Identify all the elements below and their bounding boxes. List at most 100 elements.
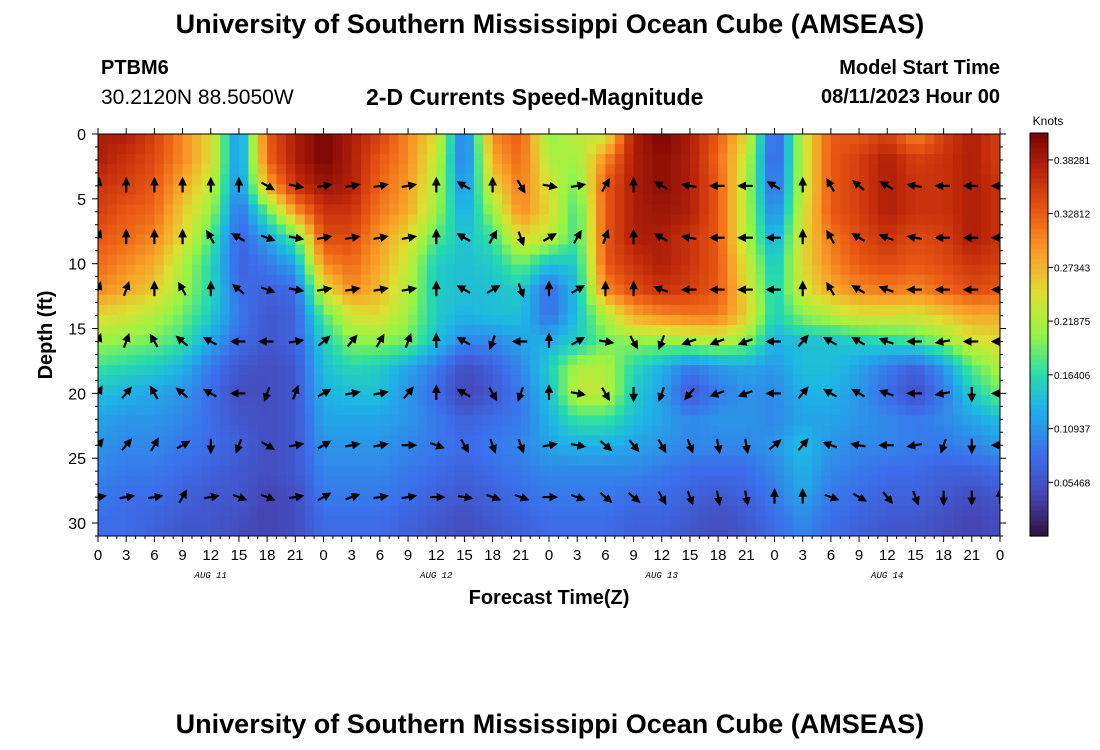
- heatmap-cell: [671, 495, 682, 507]
- heatmap-cell: [492, 224, 503, 236]
- heatmap-cell: [971, 164, 982, 175]
- heatmap-cell: [990, 134, 1000, 145]
- heatmap-cell: [642, 254, 653, 266]
- heatmap-cell: [144, 445, 155, 457]
- heatmap-cell: [267, 475, 278, 487]
- heatmap-cell: [276, 324, 287, 336]
- heatmap-cell: [389, 274, 400, 286]
- heatmap-cell: [821, 525, 832, 536]
- heatmap-cell: [426, 385, 437, 396]
- heatmap-cell: [492, 164, 503, 175]
- heatmap-cell: [98, 314, 108, 326]
- heatmap-cell: [859, 355, 870, 366]
- heatmap-cell: [680, 385, 691, 396]
- heatmap-cell: [689, 445, 700, 457]
- heatmap-cell: [943, 134, 954, 145]
- heatmap-cell: [821, 264, 832, 276]
- heatmap-cell: [473, 264, 484, 276]
- colorbar-tick-label: 0.16406: [1054, 371, 1091, 382]
- heatmap-cell: [577, 395, 588, 406]
- heatmap-cell: [859, 204, 870, 215]
- heatmap-cell: [906, 475, 917, 487]
- heatmap-cell: [135, 455, 146, 467]
- heatmap-cell: [746, 425, 757, 437]
- heatmap-cell: [633, 435, 644, 447]
- heatmap-cell: [549, 435, 559, 447]
- heatmap-cell: [943, 174, 954, 185]
- heatmap-cell: [107, 515, 118, 527]
- heatmap-cell: [285, 465, 296, 477]
- heatmap-cell: [492, 294, 503, 306]
- heatmap-cell: [417, 284, 428, 296]
- heatmap-cell: [755, 485, 766, 497]
- heatmap-cell: [436, 284, 447, 296]
- heatmap-cell: [802, 395, 813, 406]
- heatmap-cell: [126, 254, 137, 266]
- heatmap-cell: [830, 335, 841, 346]
- heatmap-cell: [276, 515, 287, 527]
- heatmap-cell: [173, 214, 184, 226]
- heatmap-cell: [332, 154, 343, 165]
- heatmap-cell: [595, 284, 606, 296]
- heatmap-cell: [332, 294, 343, 306]
- heatmap-cell: [802, 345, 813, 356]
- x-tick-label: 12: [428, 547, 445, 564]
- heatmap-cell: [473, 274, 484, 286]
- heatmap-cell: [436, 174, 447, 185]
- heatmap-cell: [943, 224, 954, 236]
- heatmap-cell: [633, 174, 644, 185]
- x-tick-label: 15: [907, 547, 924, 564]
- heatmap-cell: [746, 184, 757, 195]
- heatmap-cell: [793, 224, 804, 236]
- heatmap-cell: [577, 244, 588, 256]
- heatmap-cell: [718, 345, 729, 356]
- heatmap-cell: [718, 415, 729, 427]
- heatmap-cell: [812, 314, 823, 326]
- heatmap-cell: [408, 465, 419, 477]
- heatmap-cell: [135, 294, 146, 306]
- heatmap-cell: [436, 475, 447, 487]
- heatmap-cell: [981, 525, 992, 536]
- current-arrow: [317, 492, 332, 502]
- heatmap-cell: [144, 194, 155, 205]
- heatmap-cell: [877, 465, 888, 477]
- heatmap-cell: [887, 515, 898, 527]
- heatmap-cell: [116, 154, 127, 165]
- heatmap-cell: [191, 304, 202, 316]
- heatmap-cell: [163, 304, 174, 316]
- colorbar-segment: [1030, 359, 1048, 366]
- heatmap-cell: [595, 405, 606, 416]
- heatmap-cell: [971, 355, 982, 366]
- heatmap-cell: [577, 505, 588, 517]
- heatmap-cell: [821, 495, 832, 507]
- colorbar-segment: [1030, 415, 1048, 421]
- heatmap-cell: [765, 154, 776, 165]
- heatmap-cell: [614, 425, 625, 437]
- heatmap-cell: [859, 475, 870, 487]
- heatmap-cell: [915, 345, 926, 356]
- heatmap-cell: [755, 224, 766, 236]
- current-arrow: [516, 231, 526, 247]
- heatmap-cell: [492, 324, 503, 336]
- heatmap-cell: [586, 194, 597, 205]
- heatmap-cell: [426, 294, 437, 306]
- heatmap-cell: [915, 355, 926, 366]
- heatmap-cell: [295, 324, 306, 336]
- heatmap-cell: [267, 294, 278, 306]
- heatmap-cell: [426, 335, 437, 346]
- heatmap-cell: [520, 415, 531, 427]
- heatmap-cell: [408, 204, 419, 215]
- heatmap-cell: [671, 445, 682, 457]
- heatmap-cell: [849, 415, 860, 427]
- heatmap-cell: [981, 204, 992, 215]
- heatmap-cell: [229, 224, 240, 236]
- heatmap-cell: [173, 355, 184, 366]
- heatmap-cell: [633, 144, 644, 155]
- heatmap-cell: [727, 365, 738, 376]
- heatmap-cell: [736, 324, 747, 336]
- heatmap-cell: [191, 284, 202, 296]
- heatmap-cell: [455, 475, 466, 487]
- heatmap-cell: [502, 184, 513, 195]
- heatmap-cell: [727, 194, 738, 205]
- heatmap-cell: [915, 385, 926, 396]
